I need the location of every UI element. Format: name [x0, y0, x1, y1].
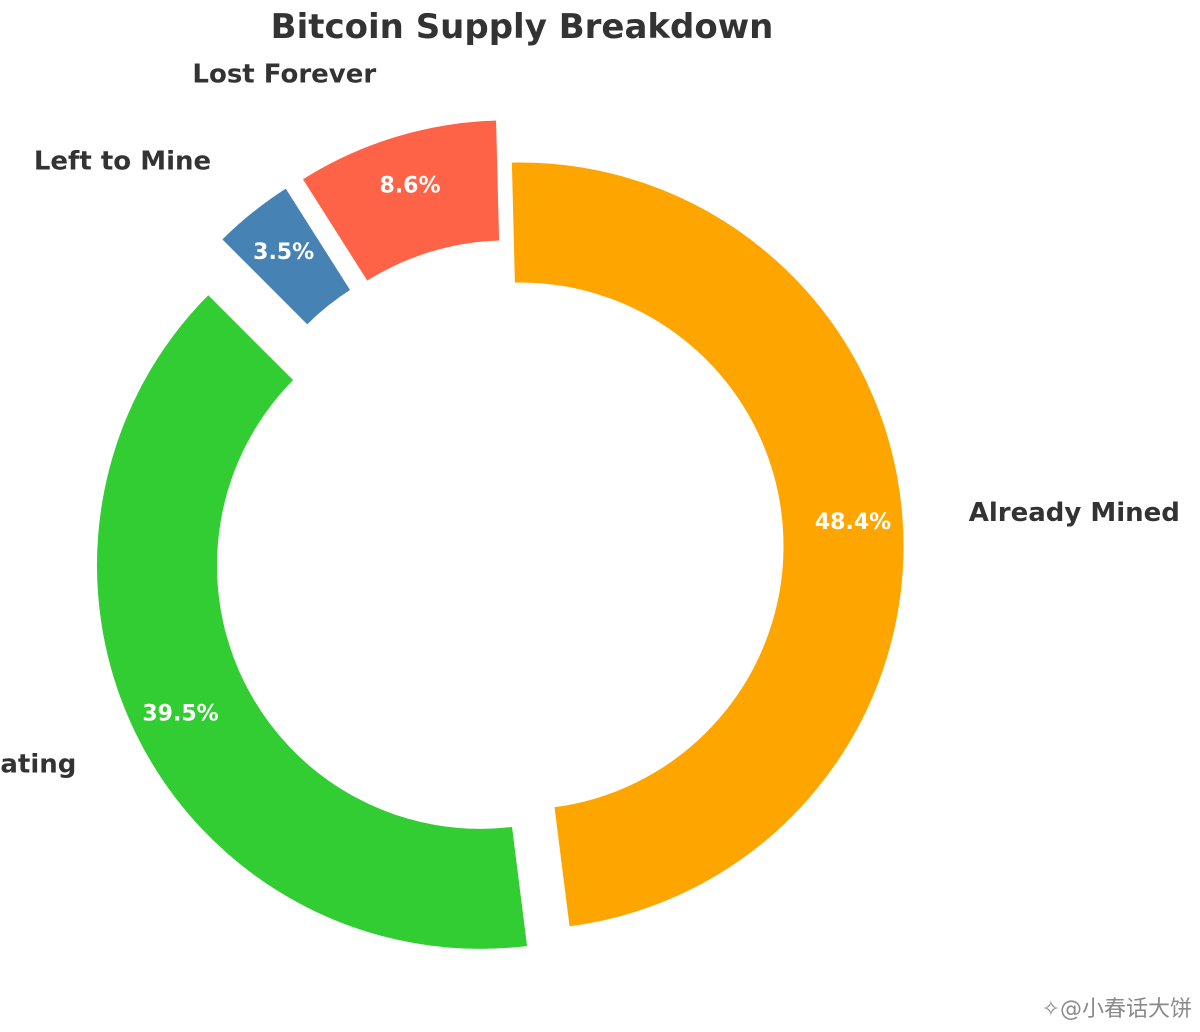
pct-label-left-to-mine: 3.5% — [253, 240, 314, 265]
watermark: ✧@小春话大饼 — [1042, 997, 1192, 1022]
slice-lost-forever — [298, 117, 503, 285]
donut-slices — [94, 117, 907, 952]
slice-left-to-mine — [218, 184, 355, 329]
category-label-already-mined: Already Mined — [969, 498, 1180, 528]
category-label-left-to-mine: Left to Mine — [34, 146, 211, 176]
slice-already-mined — [508, 159, 907, 930]
donut-labels: 39.5% Circulating 48.4% Already Mined 8.6% Lo… — [0, 59, 1180, 779]
pct-label-already-mined: 48.4% — [815, 510, 891, 535]
category-label-circulating: Circulating — [0, 749, 76, 779]
pct-label-circulating: 39.5% — [142, 701, 218, 726]
slice-circulating — [94, 290, 531, 952]
chart-title: Bitcoin Supply Breakdown — [271, 7, 774, 47]
category-label-lost-forever: Lost Forever — [192, 59, 376, 89]
pct-label-lost-forever: 8.6% — [379, 173, 440, 198]
